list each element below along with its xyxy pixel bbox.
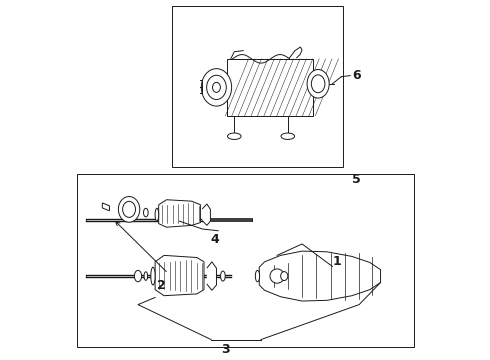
Bar	[172, 6, 343, 167]
Ellipse shape	[207, 75, 226, 99]
Polygon shape	[155, 255, 204, 296]
Polygon shape	[207, 262, 217, 290]
Polygon shape	[102, 203, 109, 211]
Text: 1: 1	[332, 255, 341, 268]
Ellipse shape	[270, 269, 284, 283]
Ellipse shape	[281, 271, 288, 280]
Text: 6: 6	[352, 69, 361, 82]
Ellipse shape	[119, 197, 140, 222]
Text: 5: 5	[352, 172, 361, 185]
Ellipse shape	[134, 270, 142, 282]
Ellipse shape	[151, 267, 155, 285]
Ellipse shape	[213, 82, 220, 93]
Ellipse shape	[281, 133, 294, 139]
Ellipse shape	[227, 133, 241, 139]
Bar	[227, 59, 313, 116]
Bar	[77, 174, 415, 347]
Ellipse shape	[311, 75, 325, 93]
Ellipse shape	[122, 201, 136, 217]
Ellipse shape	[201, 69, 232, 106]
Ellipse shape	[220, 271, 225, 281]
Text: 4: 4	[210, 233, 219, 246]
Text: 2: 2	[157, 279, 166, 292]
Ellipse shape	[255, 270, 260, 282]
Ellipse shape	[307, 69, 329, 98]
Text: 3: 3	[221, 343, 230, 356]
Polygon shape	[202, 204, 210, 225]
Polygon shape	[159, 200, 200, 227]
Ellipse shape	[144, 208, 148, 217]
Ellipse shape	[155, 208, 159, 221]
Ellipse shape	[144, 272, 147, 280]
Polygon shape	[259, 251, 381, 301]
